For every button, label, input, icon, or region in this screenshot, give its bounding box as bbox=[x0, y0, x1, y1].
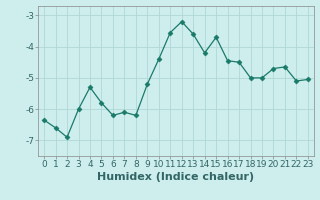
X-axis label: Humidex (Indice chaleur): Humidex (Indice chaleur) bbox=[97, 172, 255, 182]
